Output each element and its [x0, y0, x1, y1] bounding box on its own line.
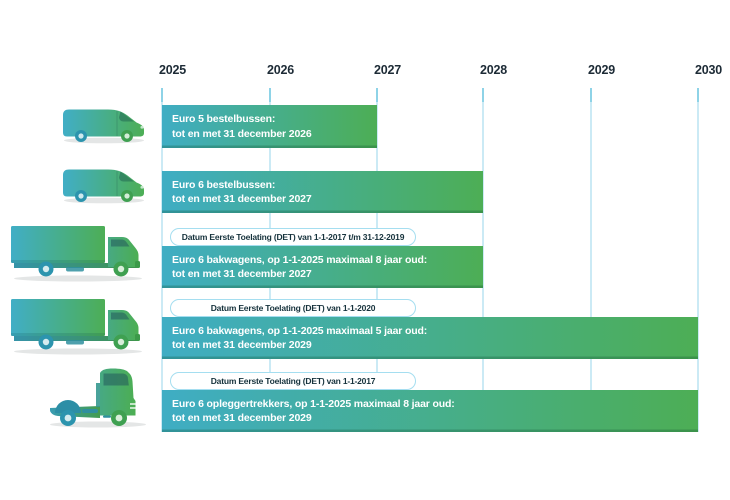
- axis-year-label: 2029: [588, 63, 616, 77]
- timeline-bar-euro6-bestelbussen: Euro 6 bestelbussen: tot en met 31 decem…: [162, 171, 483, 213]
- bar-label-line2: tot en met 31 december 2027: [172, 268, 312, 280]
- axis-year-label: 2027: [374, 63, 402, 77]
- det-pill: Datum Eerste Toelating (DET) van 1-1-202…: [170, 299, 416, 317]
- bar-label-line1: Euro 6 opleggertrekkers, op 1-1-2025 max…: [172, 397, 455, 410]
- axis-year-label: 2030: [695, 63, 723, 77]
- bar-label-line1: Euro 6 bakwagens, op 1-1-2025 maximaal 8…: [172, 253, 428, 266]
- bar-label-line1: Euro 5 bestelbussen:: [172, 113, 276, 125]
- bar-label-line1: Euro 6 bestelbussen:: [172, 178, 276, 191]
- axis-gridline: [482, 88, 484, 432]
- axis-year-label: 2026: [267, 63, 295, 77]
- det-pill: Datum Eerste Toelating (DET) van 1-1-201…: [170, 372, 416, 390]
- box-truck-icon: [11, 299, 142, 355]
- axis-year-label: 2028: [480, 63, 508, 77]
- bar-label-line2: tot en met 31 december 2026: [172, 127, 312, 140]
- box-truck-icon: [11, 226, 142, 282]
- timeline-bar-euro5-bestelbussen: Euro 5 bestelbussen: tot en met 31 decem…: [162, 105, 377, 148]
- det-pill: Datum Eerste Toelating (DET) van 1-1-201…: [170, 228, 416, 246]
- bar-label-line2: tot en met 31 december 2027: [172, 193, 312, 205]
- bar-label-line2: tot en met 31 december 2029: [172, 339, 312, 351]
- timeline-bar-euro6-bakwagens-5jaar: Euro 6 bakwagens, op 1-1-2025 maximaal 5…: [162, 317, 698, 359]
- timeline-bar-euro6-opleggertrekkers: Euro 6 opleggertrekkers, op 1-1-2025 max…: [162, 390, 698, 432]
- van-icon: [63, 109, 144, 144]
- axis-tick: [161, 88, 163, 102]
- tractor-unit-icon: [50, 368, 146, 428]
- axis-tick: [482, 88, 484, 102]
- axis-tick: [590, 88, 592, 102]
- axis-tick: [376, 88, 378, 102]
- axis-gridline: [590, 88, 592, 432]
- bar-label-line1: Euro 6 bakwagens, op 1-1-2025 maximaal 5…: [172, 324, 428, 337]
- axis-gridline: [697, 88, 699, 432]
- axis-year-label: 2025: [159, 63, 187, 77]
- van-icon: [63, 169, 144, 204]
- axis-tick: [269, 88, 271, 102]
- timeline-bar-euro6-bakwagens-8jaar: Euro 6 bakwagens, op 1-1-2025 maximaal 8…: [162, 246, 483, 288]
- bar-label-line2: tot en met 31 december 2029: [172, 412, 312, 424]
- axis-tick: [697, 88, 699, 102]
